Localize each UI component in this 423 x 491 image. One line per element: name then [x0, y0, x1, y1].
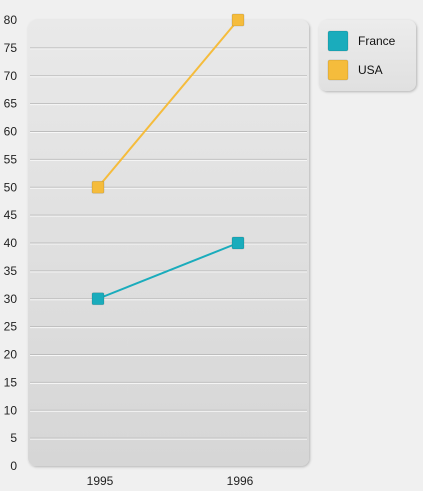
data-point-usa-1996[interactable]	[231, 13, 245, 27]
y-tick-label: 65	[4, 97, 18, 111]
legend-label-france: France	[358, 34, 396, 48]
y-tick-label: 75	[4, 41, 18, 55]
y-tick-label: 50	[4, 180, 18, 194]
y-tick-label: 45	[4, 208, 18, 222]
y-tick-label: 0	[10, 459, 17, 473]
y-tick-label: 35	[4, 264, 18, 278]
legend-swatch-france	[327, 30, 349, 52]
y-tick-label: 55	[4, 152, 18, 166]
x-tick-label: 1995	[87, 474, 114, 488]
y-tick-label: 70	[4, 69, 18, 83]
data-point-usa-1995[interactable]	[91, 180, 105, 194]
series-line-usa	[97, 19, 239, 188]
y-tick-label: 15	[4, 375, 18, 389]
series-group	[91, 13, 245, 306]
data-point-france-1996[interactable]	[231, 236, 245, 250]
legend-swatch-usa	[327, 59, 349, 81]
y-tick-label: 80	[4, 13, 18, 27]
gridlines	[30, 47, 307, 440]
legend: France USA	[319, 20, 416, 91]
y-tick-label: 25	[4, 320, 18, 334]
y-tick-label: 60	[4, 125, 18, 139]
legend-label-usa: USA	[358, 63, 383, 77]
data-point-france-1995[interactable]	[91, 292, 105, 306]
x-tick-label: 1996	[227, 474, 254, 488]
y-tick-label: 30	[4, 292, 18, 306]
y-axis-tick-labels: 0 5 10 15 20 25 30 35 40 45 50 55 60 65 70 75 80	[4, 13, 18, 473]
y-tick-label: 20	[4, 348, 18, 362]
x-axis-tick-labels: 1995 1996	[87, 474, 254, 488]
series-line-france	[97, 242, 239, 300]
y-tick-label: 10	[4, 403, 18, 417]
y-tick-label: 5	[10, 431, 17, 445]
y-tick-label: 40	[4, 236, 18, 250]
